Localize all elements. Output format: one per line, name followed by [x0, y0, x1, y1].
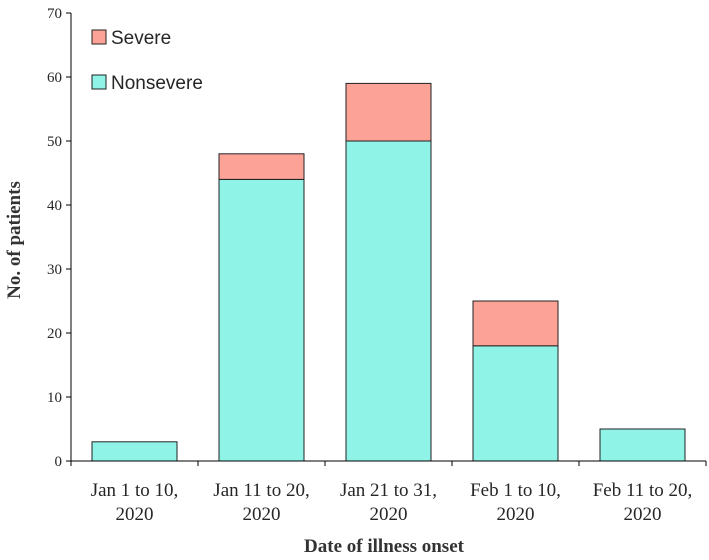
x-tick-label: Jan 11 to 20, [213, 480, 309, 501]
y-tick-label: 30 [47, 262, 62, 278]
y-tick-label: 50 [47, 134, 62, 150]
legend-swatch-severe [91, 29, 107, 45]
bars-group [91, 82, 686, 462]
legend-label-nonsevere: Nonsevere [111, 73, 203, 94]
bar-severe-2 [345, 82, 432, 142]
y-tick-label: 60 [47, 70, 62, 86]
x-tick-label: 2020 [624, 504, 662, 525]
y-axis: 0 10 20 30 40 50 60 70 [47, 6, 72, 470]
bar-nonsevere-1 [218, 178, 305, 462]
bar-nonsevere-3 [472, 345, 559, 462]
bar-severe-1 [218, 153, 305, 180]
bar-nonsevere-4 [599, 428, 686, 462]
y-tick-label: 10 [47, 390, 62, 406]
x-tick-label: 2020 [497, 504, 535, 525]
legend-swatch-nonsevere [91, 74, 107, 90]
x-tick-label: Feb 11 to 20, [593, 480, 693, 501]
x-tick-label: Jan 1 to 10, [91, 480, 179, 501]
x-tick-label: Jan 21 to 31, [340, 480, 437, 501]
x-axis-title: Date of illness onset [304, 536, 465, 557]
legend: Severe Nonsevere [91, 28, 203, 94]
x-tick-label: 2020 [370, 504, 408, 525]
x-tick-label: 2020 [116, 504, 154, 525]
bar-nonsevere-0 [91, 441, 178, 462]
y-axis-title: No. of patients [4, 181, 25, 299]
y-tick-label: 20 [47, 326, 62, 342]
bar-severe-3 [472, 300, 559, 347]
y-tick-label: 0 [55, 454, 63, 470]
x-tick-label: Feb 1 to 10, [470, 480, 561, 501]
bar-nonsevere-2 [345, 140, 432, 462]
y-tick-label: 70 [47, 6, 62, 22]
x-axis: Jan 1 to 10, 2020 Jan 11 to 20, 2020 Jan 21 … [70, 460, 707, 525]
x-tick-label: 2020 [243, 504, 281, 525]
legend-label-severe: Severe [111, 28, 171, 49]
y-tick-label: 40 [47, 198, 62, 214]
